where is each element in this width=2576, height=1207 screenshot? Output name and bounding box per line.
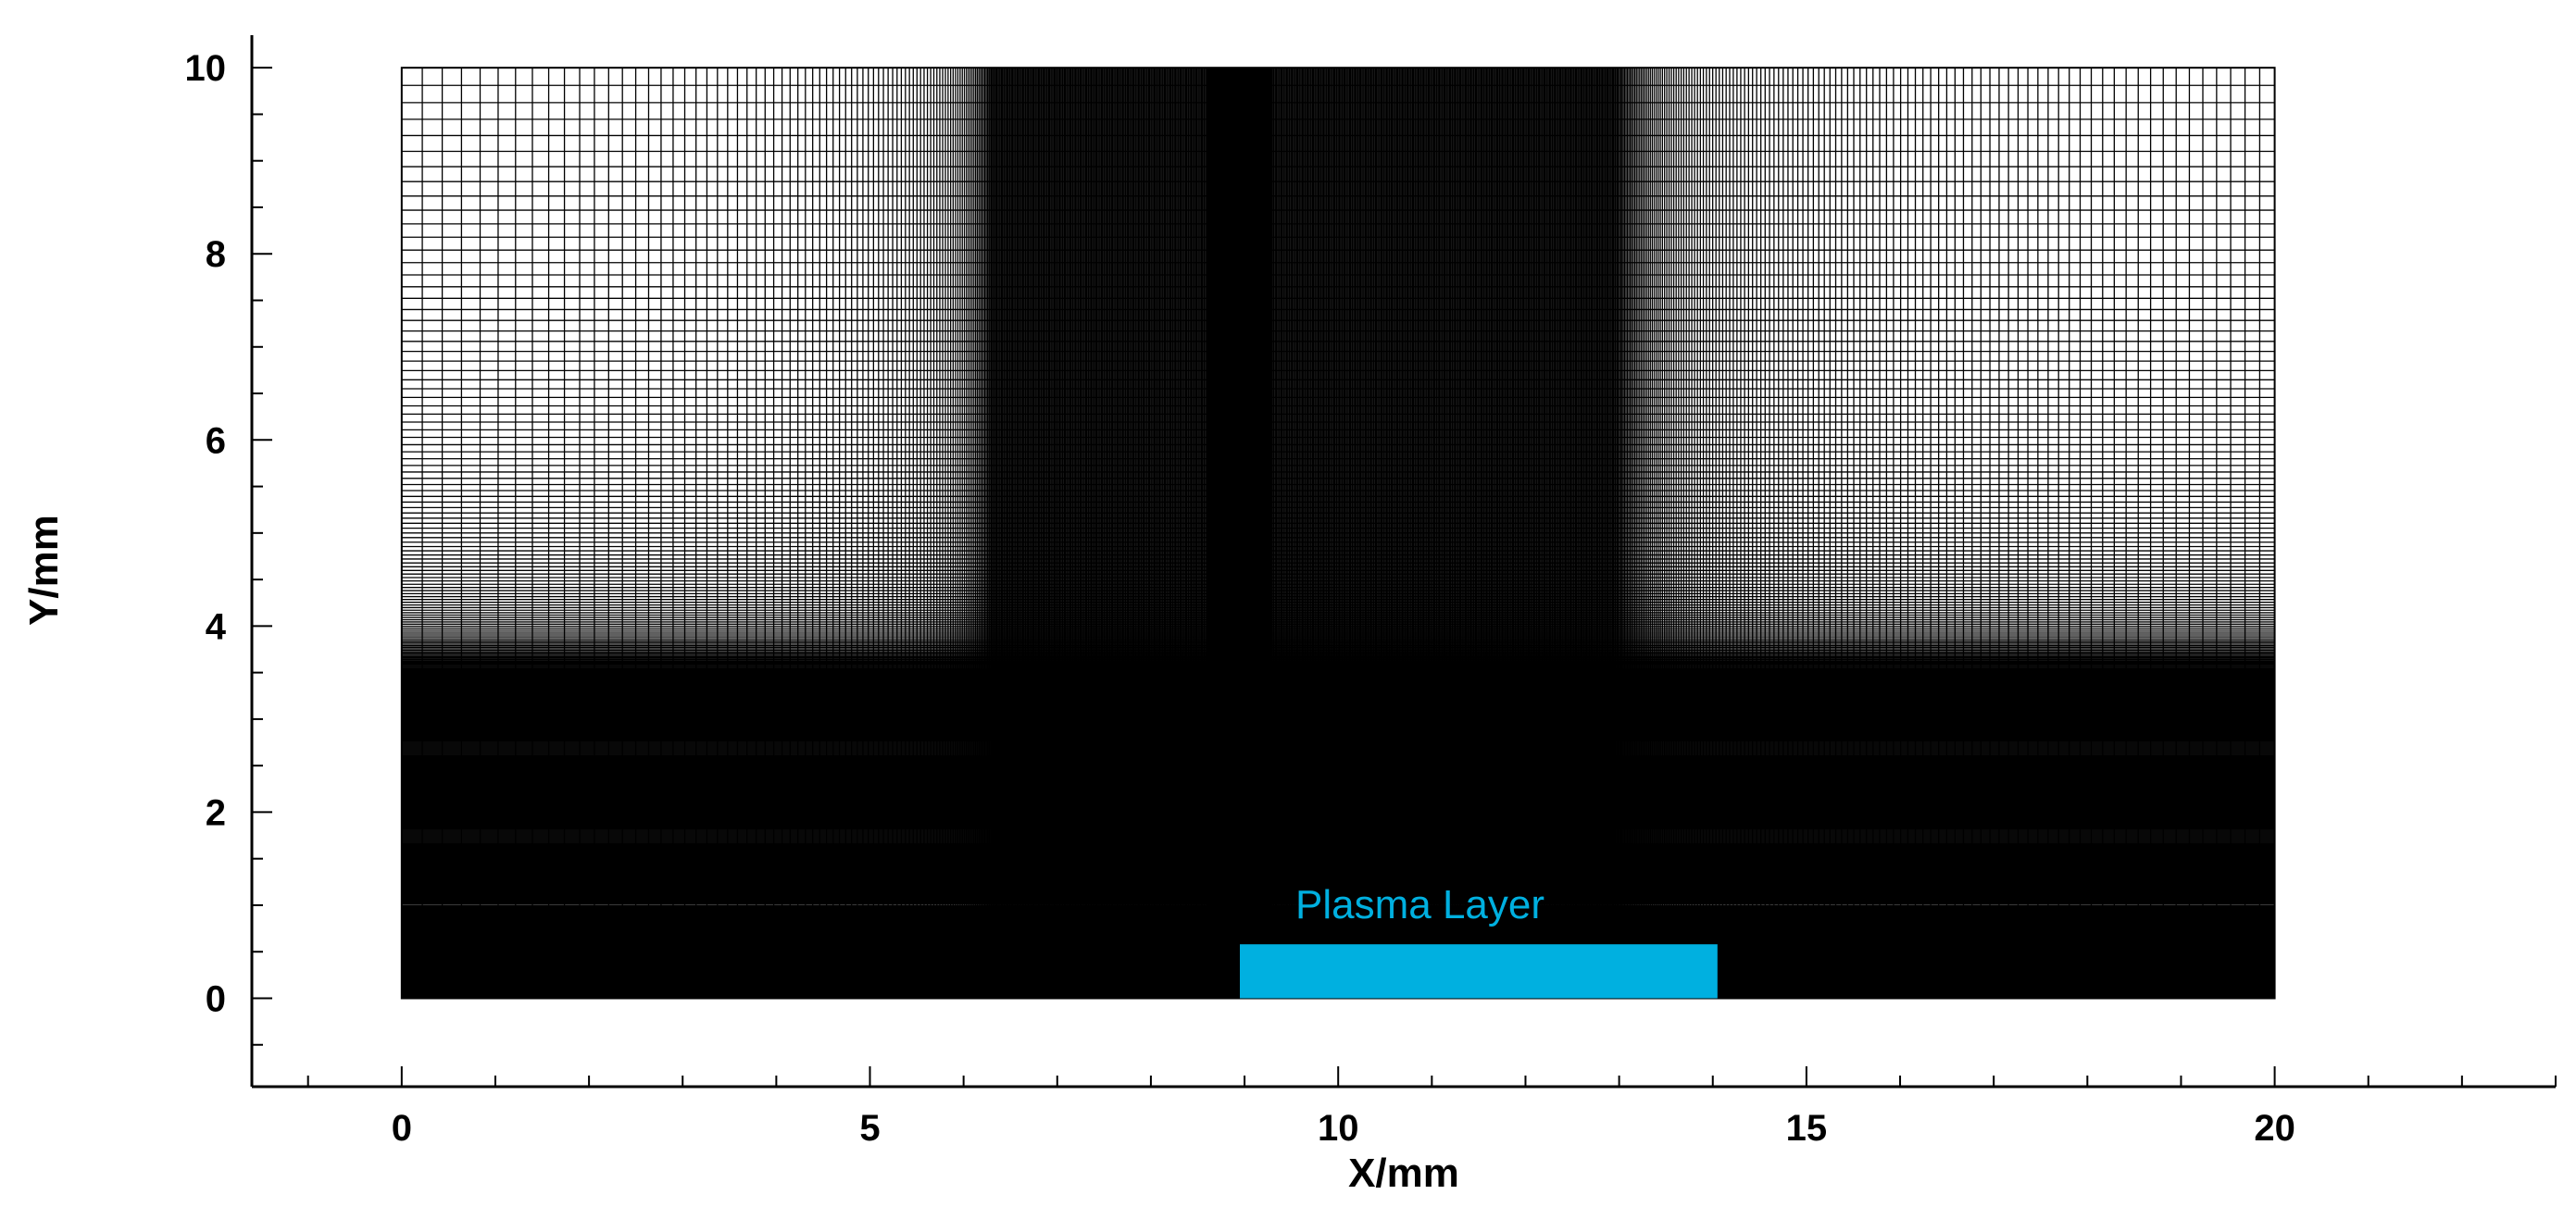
- y-tick-label: 4: [206, 606, 227, 647]
- y-tick-label: 6: [206, 420, 226, 461]
- plasma-layer-region: [1240, 944, 1718, 999]
- plasma-layer-label: Plasma Layer: [1295, 882, 1544, 927]
- y-tick-label: 10: [185, 48, 227, 89]
- x-tick-label: 5: [859, 1108, 880, 1149]
- x-tick-label: 10: [1318, 1108, 1359, 1149]
- mesh-grid: [401, 68, 2275, 999]
- x-tick-label: 15: [1786, 1108, 1828, 1149]
- x-axis-ticks: 0 5 10 15 20: [306, 1066, 2557, 1149]
- axes: 0 5 10 15 20 0 2 4 6 8 10: [185, 35, 2557, 1149]
- refined-column-region: [1207, 68, 1273, 999]
- y-tick-label: 8: [206, 234, 226, 275]
- x-tick-label: 0: [392, 1108, 412, 1149]
- x-tick-label: 20: [2254, 1108, 2295, 1149]
- y-tick-label: 2: [206, 792, 226, 833]
- y-axis-title: Y/mm: [21, 515, 67, 626]
- x-axis-title: X/mm: [1348, 1151, 1459, 1196]
- y-tick-label: 0: [206, 978, 226, 1019]
- y-axis-ticks: 0 2 4 6 8 10: [185, 48, 272, 1046]
